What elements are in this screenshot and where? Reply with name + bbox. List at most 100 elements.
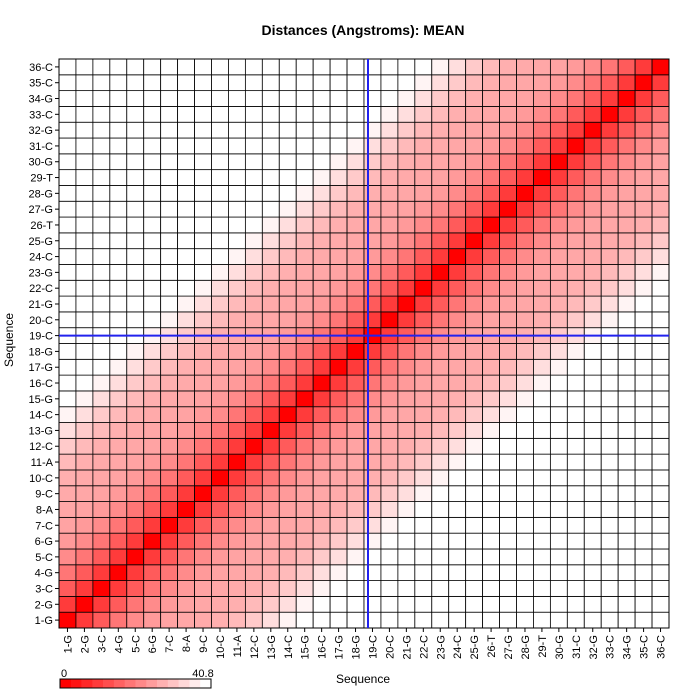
heatmap-cell bbox=[465, 58, 484, 76]
heatmap-cell bbox=[58, 169, 77, 186]
heatmap-cell bbox=[448, 595, 467, 613]
heatmap-cell bbox=[177, 232, 195, 250]
heatmap-cell bbox=[414, 611, 433, 629]
heatmap-cell bbox=[211, 564, 229, 581]
heatmap-cell bbox=[278, 153, 297, 171]
y-tick-label: 16-C bbox=[29, 378, 53, 390]
heatmap-cell bbox=[499, 153, 517, 171]
heatmap-cell bbox=[194, 121, 212, 139]
heatmap-cell bbox=[295, 295, 314, 313]
heatmap-cell bbox=[566, 169, 585, 186]
heatmap-cell bbox=[363, 232, 382, 250]
heatmap-cell bbox=[465, 137, 484, 155]
heatmap-cell bbox=[109, 311, 128, 329]
heatmap-cell bbox=[228, 469, 246, 487]
legend-swatch bbox=[70, 679, 82, 688]
heatmap-cell bbox=[499, 501, 517, 518]
heatmap-cell bbox=[600, 516, 619, 534]
heatmap-cell bbox=[244, 437, 263, 455]
heatmap-cell bbox=[109, 548, 128, 566]
heatmap-cell bbox=[431, 264, 450, 281]
heatmap-cell bbox=[261, 343, 280, 360]
heatmap-cell bbox=[75, 564, 94, 581]
heatmap-cell bbox=[566, 216, 585, 234]
heatmap-cell bbox=[228, 106, 246, 123]
heatmap-cell bbox=[126, 90, 145, 107]
heatmap-cell bbox=[482, 216, 500, 234]
heatmap-cell bbox=[92, 58, 111, 76]
heatmap-cell bbox=[414, 595, 433, 613]
heatmap-cell bbox=[414, 153, 433, 171]
heatmap-cell bbox=[244, 58, 263, 76]
heatmap-cell bbox=[414, 90, 433, 107]
heatmap-cells bbox=[58, 58, 670, 629]
heatmap-cell bbox=[566, 453, 585, 471]
heatmap-cell bbox=[194, 279, 212, 297]
heatmap-cell bbox=[533, 422, 551, 439]
heatmap-cell bbox=[566, 374, 585, 392]
heatmap-cell bbox=[533, 90, 551, 107]
heatmap-cell bbox=[634, 200, 653, 218]
heatmap-cell bbox=[312, 264, 331, 281]
heatmap-cell bbox=[363, 169, 382, 186]
heatmap-cell bbox=[295, 137, 314, 155]
heatmap-cell bbox=[143, 548, 162, 566]
heatmap-cell bbox=[75, 58, 94, 76]
heatmap-cell bbox=[295, 216, 314, 234]
x-tick-label: 15-G bbox=[300, 635, 312, 659]
heatmap-cell bbox=[617, 248, 636, 265]
heatmap-cell bbox=[211, 580, 229, 597]
heatmap-cell bbox=[109, 343, 128, 360]
heatmap-cell bbox=[482, 121, 500, 139]
y-tick-label: 18-G bbox=[29, 346, 53, 358]
heatmap-cell bbox=[549, 437, 568, 455]
heatmap-cell bbox=[397, 358, 416, 376]
heatmap-cell bbox=[549, 453, 568, 471]
x-tick-label: 29-T bbox=[537, 635, 549, 658]
heatmap-cell bbox=[346, 311, 365, 329]
heatmap-cell bbox=[329, 343, 348, 360]
heatmap-cell bbox=[346, 469, 365, 487]
heatmap-cell bbox=[194, 580, 212, 597]
heatmap-cell bbox=[312, 311, 331, 329]
heatmap-cell bbox=[448, 279, 467, 297]
heatmap-cell bbox=[380, 137, 399, 155]
heatmap-cell bbox=[431, 532, 450, 550]
heatmap-cell bbox=[261, 564, 280, 581]
heatmap-cell bbox=[516, 200, 534, 218]
heatmap-cell bbox=[583, 564, 602, 581]
heatmap-cell bbox=[482, 358, 500, 376]
heatmap-cell bbox=[499, 200, 517, 218]
heatmap-cell bbox=[533, 564, 551, 581]
heatmap-cell bbox=[397, 437, 416, 455]
heatmap-cell bbox=[244, 74, 263, 92]
heatmap-cell bbox=[499, 595, 517, 613]
heatmap-cell bbox=[261, 516, 280, 534]
heatmap-cell bbox=[346, 169, 365, 186]
heatmap-cell bbox=[566, 185, 585, 202]
heatmap-cell bbox=[143, 264, 162, 281]
heatmap-cell bbox=[448, 185, 467, 202]
heatmap-cell bbox=[228, 343, 246, 360]
heatmap-cell bbox=[143, 358, 162, 376]
heatmap-cell bbox=[92, 469, 111, 487]
heatmap-cell bbox=[58, 595, 77, 613]
heatmap-cell bbox=[211, 153, 229, 171]
heatmap-cell bbox=[482, 106, 500, 123]
heatmap-cell bbox=[211, 248, 229, 265]
heatmap-cell bbox=[143, 58, 162, 76]
heatmap-cell bbox=[634, 295, 653, 313]
heatmap-cell bbox=[160, 358, 179, 376]
heatmap-cell bbox=[583, 358, 602, 376]
y-tick-label: 31-C bbox=[29, 141, 53, 153]
heatmap-cell bbox=[228, 374, 246, 392]
heatmap-cell bbox=[465, 390, 484, 408]
heatmap-cell bbox=[194, 58, 212, 76]
heatmap-cell bbox=[600, 564, 619, 581]
heatmap-cell bbox=[651, 216, 670, 234]
heatmap-cell bbox=[482, 248, 500, 265]
heatmap-cell bbox=[126, 185, 145, 202]
heatmap-cell bbox=[533, 611, 551, 629]
heatmap-cell bbox=[465, 374, 484, 392]
heatmap-cell bbox=[312, 437, 331, 455]
